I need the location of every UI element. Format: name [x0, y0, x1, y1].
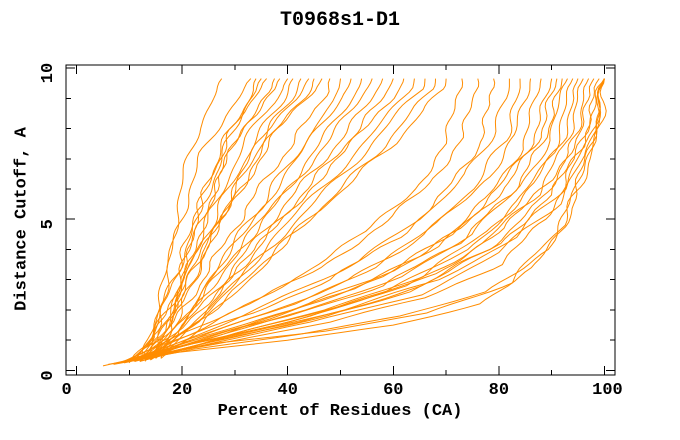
gdt-curve: [145, 78, 558, 361]
gdt-curve: [150, 78, 363, 361]
gdt-curve: [113, 78, 605, 365]
gdt-curve: [128, 78, 294, 362]
plot-title: T0968s1-D1: [279, 9, 401, 32]
x-axis-label: Percent of Residues (CA): [217, 402, 463, 421]
gdt-curve: [139, 78, 579, 362]
gdt-curve: [129, 78, 480, 362]
gdt-curve: [139, 78, 426, 362]
x-tick-label: 80: [489, 381, 509, 400]
gdt-curve: [139, 78, 531, 361]
gdt-curve: [134, 78, 323, 362]
y-tick-label: 0: [39, 370, 58, 380]
gdt-curve: [129, 78, 600, 362]
gdt-curve: [134, 78, 510, 362]
gdt-curve: [144, 78, 331, 361]
gdt-curve: [139, 78, 252, 362]
x-tick-label: 20: [172, 381, 192, 400]
gdt-curve: [123, 78, 590, 364]
y-tick-label: 10: [39, 63, 58, 83]
gdt-curve: [129, 78, 584, 362]
gdt-curve: [160, 78, 302, 359]
gdt-curve: [128, 78, 373, 362]
gdt-curve: [134, 78, 405, 362]
gdt-curve: [129, 78, 553, 362]
gdt-curve: [144, 78, 384, 361]
gdt-curve: [118, 78, 542, 364]
gdt-curve: [102, 78, 605, 367]
gdt-curve: [155, 78, 394, 359]
gdt-curve: [160, 78, 436, 359]
gdt-curve: [144, 78, 289, 361]
gdt-curve: [118, 78, 605, 364]
gdt-curve: [123, 78, 563, 362]
gdt-curve: [108, 78, 605, 365]
gdt-curve: [145, 78, 595, 361]
gdt-curve: [128, 78, 257, 364]
y-axis-label: Distance Cutoff, A: [12, 127, 32, 311]
x-tick-label: 100: [592, 381, 623, 400]
gdt-curve: [134, 78, 605, 362]
gdt-curve: [144, 78, 447, 361]
gdt-curve: [150, 78, 415, 361]
x-tick-label: 0: [61, 381, 71, 400]
gdt-curve: [124, 78, 607, 363]
gdt-curve: [134, 78, 568, 362]
x-tick-label: 60: [383, 381, 403, 400]
y-tick-label: 5: [39, 219, 58, 229]
x-tick-label: 40: [278, 381, 298, 400]
